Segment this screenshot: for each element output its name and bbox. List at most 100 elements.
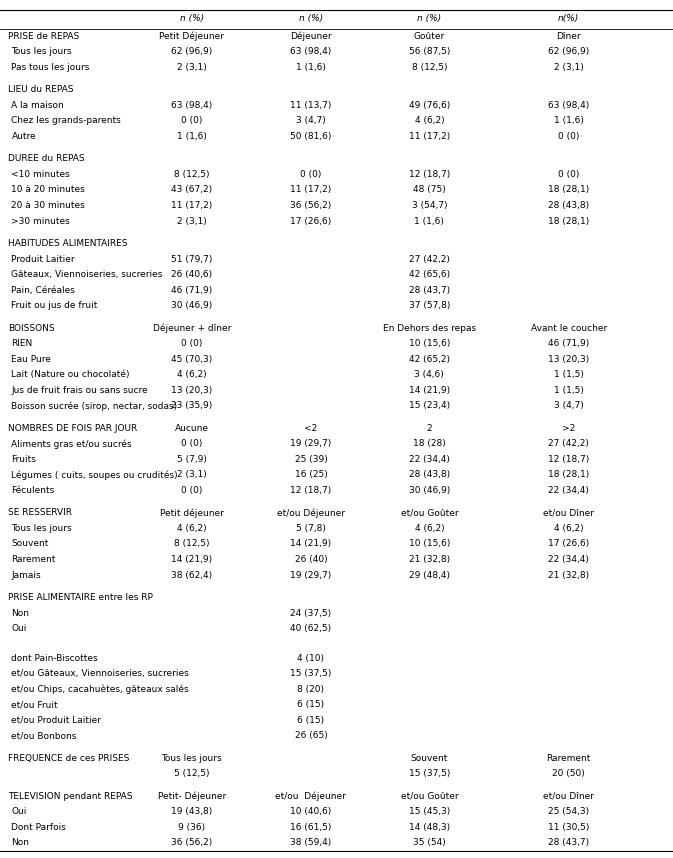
Text: 9 (36): 9 (36) <box>178 823 205 832</box>
Text: 48 (75): 48 (75) <box>413 185 446 195</box>
Text: 35 (54): 35 (54) <box>413 838 446 848</box>
Text: 12 (18,7): 12 (18,7) <box>409 170 450 179</box>
Text: 46 (71,9): 46 (71,9) <box>171 286 213 294</box>
Text: et/ou Déjeuner: et/ou Déjeuner <box>277 509 345 518</box>
Text: 38 (62,4): 38 (62,4) <box>171 571 213 579</box>
Text: 62 (96,9): 62 (96,9) <box>171 47 213 57</box>
Text: BOISSONS: BOISSONS <box>8 323 55 333</box>
Text: 26 (65): 26 (65) <box>295 731 327 740</box>
Text: 8 (12,5): 8 (12,5) <box>174 170 209 179</box>
Text: 18 (28): 18 (28) <box>413 439 446 449</box>
Text: et/ou Bonbons: et/ou Bonbons <box>11 731 77 740</box>
Text: 29 (48,4): 29 (48,4) <box>409 571 450 579</box>
Text: 11 (13,7): 11 (13,7) <box>290 101 332 110</box>
Text: 51 (79,7): 51 (79,7) <box>171 255 213 263</box>
Text: 19 (29,7): 19 (29,7) <box>290 439 332 449</box>
Text: 28 (43,8): 28 (43,8) <box>409 470 450 480</box>
Text: et/ou Fruit: et/ou Fruit <box>11 700 58 710</box>
Text: 1 (1,5): 1 (1,5) <box>554 386 583 395</box>
Text: 0 (0): 0 (0) <box>181 486 203 495</box>
Text: Déjeuner + dîner: Déjeuner + dîner <box>153 323 231 333</box>
Text: Petit Déjeuner: Petit Déjeuner <box>160 32 224 41</box>
Text: 4 (6,2): 4 (6,2) <box>554 524 583 533</box>
Text: Boisson sucrée (sirop, nectar, sodas): Boisson sucrée (sirop, nectar, sodas) <box>11 402 178 411</box>
Text: PRISE ALIMENTAIRE entre les RP: PRISE ALIMENTAIRE entre les RP <box>8 593 153 602</box>
Text: 50 (81,6): 50 (81,6) <box>290 132 332 141</box>
Text: 5 (7,9): 5 (7,9) <box>177 455 207 464</box>
Text: 22 (34,4): 22 (34,4) <box>409 455 450 464</box>
Text: 26 (40,6): 26 (40,6) <box>171 270 213 279</box>
Text: 30 (46,9): 30 (46,9) <box>171 301 213 310</box>
Text: 8 (12,5): 8 (12,5) <box>412 63 447 72</box>
Text: FREQUENCE de ces PRISES: FREQUENCE de ces PRISES <box>8 754 129 763</box>
Text: 22 (34,4): 22 (34,4) <box>548 486 589 495</box>
Text: 46 (71,9): 46 (71,9) <box>548 339 590 348</box>
Text: 3 (54,7): 3 (54,7) <box>412 201 447 210</box>
Text: Tous les jours: Tous les jours <box>11 524 72 533</box>
Text: 8 (20): 8 (20) <box>297 685 324 693</box>
Text: 24 (37,5): 24 (37,5) <box>290 608 332 618</box>
Text: 28 (43,7): 28 (43,7) <box>409 286 450 294</box>
Text: 15 (37,5): 15 (37,5) <box>409 770 450 778</box>
Text: et/ou  Déjeuner: et/ou Déjeuner <box>275 792 347 801</box>
Text: Pain, Céréales: Pain, Céréales <box>11 286 75 294</box>
Text: HABITUDES ALIMENTAIRES: HABITUDES ALIMENTAIRES <box>8 239 128 248</box>
Text: 10 (15,6): 10 (15,6) <box>409 339 450 348</box>
Text: 16 (25): 16 (25) <box>295 470 327 480</box>
Text: 19 (29,7): 19 (29,7) <box>290 571 332 579</box>
Text: 23 (35,9): 23 (35,9) <box>171 402 213 410</box>
Text: Légumes ( cuits, soupes ou crudités): Légumes ( cuits, soupes ou crudités) <box>11 470 178 480</box>
Text: 36 (56,2): 36 (56,2) <box>290 201 332 210</box>
Text: 0 (0): 0 (0) <box>181 117 203 125</box>
Text: 15 (45,3): 15 (45,3) <box>409 807 450 816</box>
Text: et/ou Goûter: et/ou Goûter <box>400 792 458 801</box>
Text: Autre: Autre <box>11 132 36 141</box>
Text: Oui: Oui <box>11 624 27 633</box>
Text: 17 (26,6): 17 (26,6) <box>290 216 332 226</box>
Text: et/ou Chips, cacahuètes, gâteaux salés: et/ou Chips, cacahuètes, gâteaux salés <box>11 685 189 694</box>
Text: 16 (61,5): 16 (61,5) <box>290 823 332 832</box>
Text: 26 (40): 26 (40) <box>295 555 327 564</box>
Text: A la maison: A la maison <box>11 101 64 110</box>
Text: 3 (4,7): 3 (4,7) <box>296 117 326 125</box>
Text: 21 (32,8): 21 (32,8) <box>409 555 450 564</box>
Text: DUREE du REPAS: DUREE du REPAS <box>8 154 85 163</box>
Text: Chez les grands-parents: Chez les grands-parents <box>11 117 121 125</box>
Text: 0 (0): 0 (0) <box>181 439 203 449</box>
Text: 0 (0): 0 (0) <box>300 170 322 179</box>
Text: 18 (28,1): 18 (28,1) <box>548 185 590 195</box>
Text: Avant le coucher: Avant le coucher <box>530 323 607 333</box>
Text: RIEN: RIEN <box>11 339 33 348</box>
Text: 63 (98,4): 63 (98,4) <box>290 47 332 57</box>
Text: 2 (3,1): 2 (3,1) <box>177 216 207 226</box>
Text: LIEU du REPAS: LIEU du REPAS <box>8 85 73 94</box>
Text: Eau Pure: Eau Pure <box>11 354 51 364</box>
Text: 19 (43,8): 19 (43,8) <box>171 807 213 816</box>
Text: 4 (6,2): 4 (6,2) <box>415 117 444 125</box>
Text: 6 (15): 6 (15) <box>297 716 324 725</box>
Text: TELEVISION pendant REPAS: TELEVISION pendant REPAS <box>8 792 133 801</box>
Text: En Dehors des repas: En Dehors des repas <box>383 323 476 333</box>
Text: 36 (56,2): 36 (56,2) <box>171 838 213 848</box>
Text: <10 minutes: <10 minutes <box>11 170 70 179</box>
Text: <2: <2 <box>304 424 318 432</box>
Text: et/ou Produit Laitier: et/ou Produit Laitier <box>11 716 102 725</box>
Text: 0 (0): 0 (0) <box>558 170 579 179</box>
Text: 13 (20,3): 13 (20,3) <box>548 354 590 364</box>
Text: Jamais: Jamais <box>11 571 41 579</box>
Text: 4 (6,2): 4 (6,2) <box>415 524 444 533</box>
Text: Déjeuner: Déjeuner <box>290 32 332 41</box>
Text: 25 (39): 25 (39) <box>295 455 327 464</box>
Text: 62 (96,9): 62 (96,9) <box>548 47 590 57</box>
Text: n(%): n(%) <box>558 15 579 23</box>
Text: 63 (98,4): 63 (98,4) <box>548 101 590 110</box>
Text: 11 (17,2): 11 (17,2) <box>171 201 213 210</box>
Text: 4 (6,2): 4 (6,2) <box>177 524 207 533</box>
Text: 20 à 30 minutes: 20 à 30 minutes <box>11 201 85 210</box>
Text: 20 (50): 20 (50) <box>553 770 585 778</box>
Text: dont Pain-Biscottes: dont Pain-Biscottes <box>11 654 98 662</box>
Text: 1 (1,6): 1 (1,6) <box>554 117 583 125</box>
Text: 37 (57,8): 37 (57,8) <box>409 301 450 310</box>
Text: 10 (40,6): 10 (40,6) <box>290 807 332 816</box>
Text: 13 (20,3): 13 (20,3) <box>171 386 213 395</box>
